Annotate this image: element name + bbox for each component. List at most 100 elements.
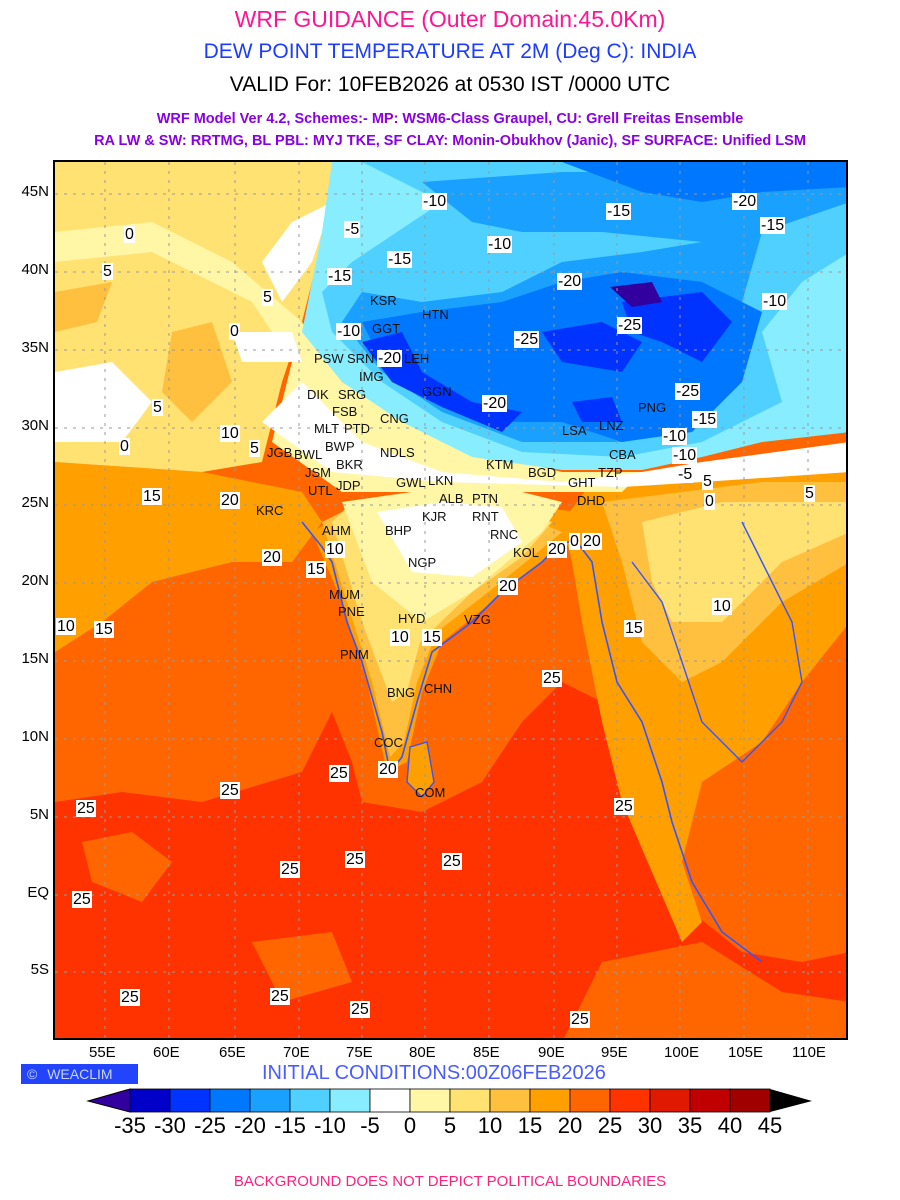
lon-tick-label: 75E <box>346 1044 373 1061</box>
city-label: KJR <box>422 509 447 524</box>
city-label: UTL <box>308 483 333 498</box>
city-label: KTM <box>486 457 514 472</box>
city-label: MLT <box>314 421 340 436</box>
colorbar-swatch <box>409 1088 451 1113</box>
contour-label: 5 <box>152 399 163 416</box>
fill-20-25 <box>82 832 846 1038</box>
lat-tick-label: 15N <box>21 650 49 667</box>
valid-time: VALID For: 10FEB2026 at 0530 IST /0000 U… <box>229 73 671 96</box>
contour-label: 15 <box>306 561 326 578</box>
lon-tick-label: 65E <box>219 1044 246 1061</box>
lon-tick-label: 100E <box>664 1044 700 1061</box>
colorbar-label: 0 <box>403 1113 417 1138</box>
city-label: NDLS <box>380 445 415 460</box>
colorbar-swatch <box>289 1088 331 1113</box>
contour-label: 0 <box>119 438 130 455</box>
city-label: BKR <box>336 457 363 472</box>
colorbar-swatch <box>329 1088 371 1113</box>
contour-label: 10 <box>712 598 732 615</box>
copyright-icon: © <box>27 1066 38 1082</box>
city-label: PTD <box>344 421 370 436</box>
lat-tick-label: 5N <box>29 806 49 823</box>
colorbar-swatch <box>369 1088 411 1113</box>
city-label: LEH <box>404 351 430 366</box>
contour-label: 25 <box>350 1001 370 1018</box>
city-label: RNC <box>490 527 519 542</box>
city-label: RNT <box>472 509 499 524</box>
colorbar-swatch <box>449 1088 491 1113</box>
lat-tick-label: 35N <box>21 339 49 356</box>
contour-label: 5 <box>249 440 260 457</box>
city-label: CHN <box>424 681 453 696</box>
contour-label: -20 <box>377 350 403 367</box>
contour-label: -15 <box>760 217 786 234</box>
colorbar-label: -15 <box>274 1113 306 1138</box>
contour-label: 20 <box>582 533 602 550</box>
colorbar <box>86 1088 812 1113</box>
fill-10-15 <box>55 282 232 422</box>
coastline <box>406 741 435 799</box>
fill-15-20 <box>407 742 434 797</box>
contour-label: -15 <box>387 251 413 268</box>
city-label: PSW <box>314 351 344 366</box>
colorbar-label: -10 <box>314 1113 346 1138</box>
city-label: COC <box>374 735 403 750</box>
dew-point-map: -15 -10 -5 -15 -20 -10 -15 -20 -15 -10 -25 -10 -25 -2… <box>53 160 848 1040</box>
contour-label: 20 <box>262 549 282 566</box>
city-label: GGT <box>372 321 401 336</box>
contour-label: 10 <box>220 425 240 442</box>
colorbar-label: 30 <box>637 1113 663 1138</box>
fill-minus5-0 <box>55 332 846 487</box>
colorbar-label: 20 <box>557 1113 583 1138</box>
city-label: CBA <box>609 447 636 462</box>
colorbar-label: 5 <box>443 1113 457 1138</box>
city-label: BNG <box>387 685 416 700</box>
colorbar-label: 35 <box>677 1113 703 1138</box>
city-label: LNZ <box>599 418 624 433</box>
map-subtitle: DEW POINT TEMPERATURE AT 2M (Deg C): IND… <box>203 40 697 63</box>
city-label: PNM <box>340 647 369 662</box>
lon-tick-label: 70E <box>283 1044 310 1061</box>
lon-tick-label: 85E <box>473 1044 500 1061</box>
lon-tick-label: 55E <box>89 1044 116 1061</box>
city-label: HTN <box>422 307 449 322</box>
contour-label: -15 <box>692 411 718 428</box>
contour-label: 25 <box>570 1011 590 1028</box>
colorbar-under-triangle <box>86 1088 131 1113</box>
city-label: DIK <box>307 387 329 402</box>
colorbar-label: -20 <box>234 1113 266 1138</box>
city-label: BGD <box>528 465 557 480</box>
city-label: FSB <box>332 404 358 419</box>
contour-label: 10 <box>390 629 410 646</box>
contour-label: 25 <box>442 853 462 870</box>
contour-label: 25 <box>614 798 634 815</box>
contour-label: 25 <box>345 851 365 868</box>
contour-label: -5 <box>677 466 694 483</box>
contour-label: -10 <box>422 193 448 210</box>
lat-tick-label: 30N <box>21 417 49 434</box>
coastline <box>631 521 803 763</box>
city-label: KRC <box>256 503 284 518</box>
lat-tick-label: EQ <box>27 884 49 901</box>
colorbar-swatch <box>729 1088 771 1113</box>
contour-label: 20 <box>547 541 567 558</box>
colorbar-swatch <box>249 1088 291 1113</box>
contour-label: -20 <box>482 395 508 412</box>
lat-lon-grid <box>55 162 846 1038</box>
lat-tick-label: 20N <box>21 572 49 589</box>
city-label: LKN <box>428 473 454 488</box>
city-label: ALB <box>439 491 464 506</box>
contour-label: 5 <box>102 263 113 280</box>
contour-label: 5 <box>804 485 815 502</box>
fill-5-10 <box>642 502 846 622</box>
contour-label: -10 <box>336 323 362 340</box>
city-label: KOL <box>513 545 540 560</box>
colorbar-swatch <box>209 1088 251 1113</box>
contour-label: -20 <box>557 273 583 290</box>
contour-label: 0 <box>569 533 580 550</box>
colorbar-swatch <box>649 1088 691 1113</box>
contour-label: -10 <box>487 236 513 253</box>
colorbar-label: -30 <box>154 1113 186 1138</box>
contour-label: 15 <box>422 629 442 646</box>
city-label: IMG <box>359 369 384 384</box>
